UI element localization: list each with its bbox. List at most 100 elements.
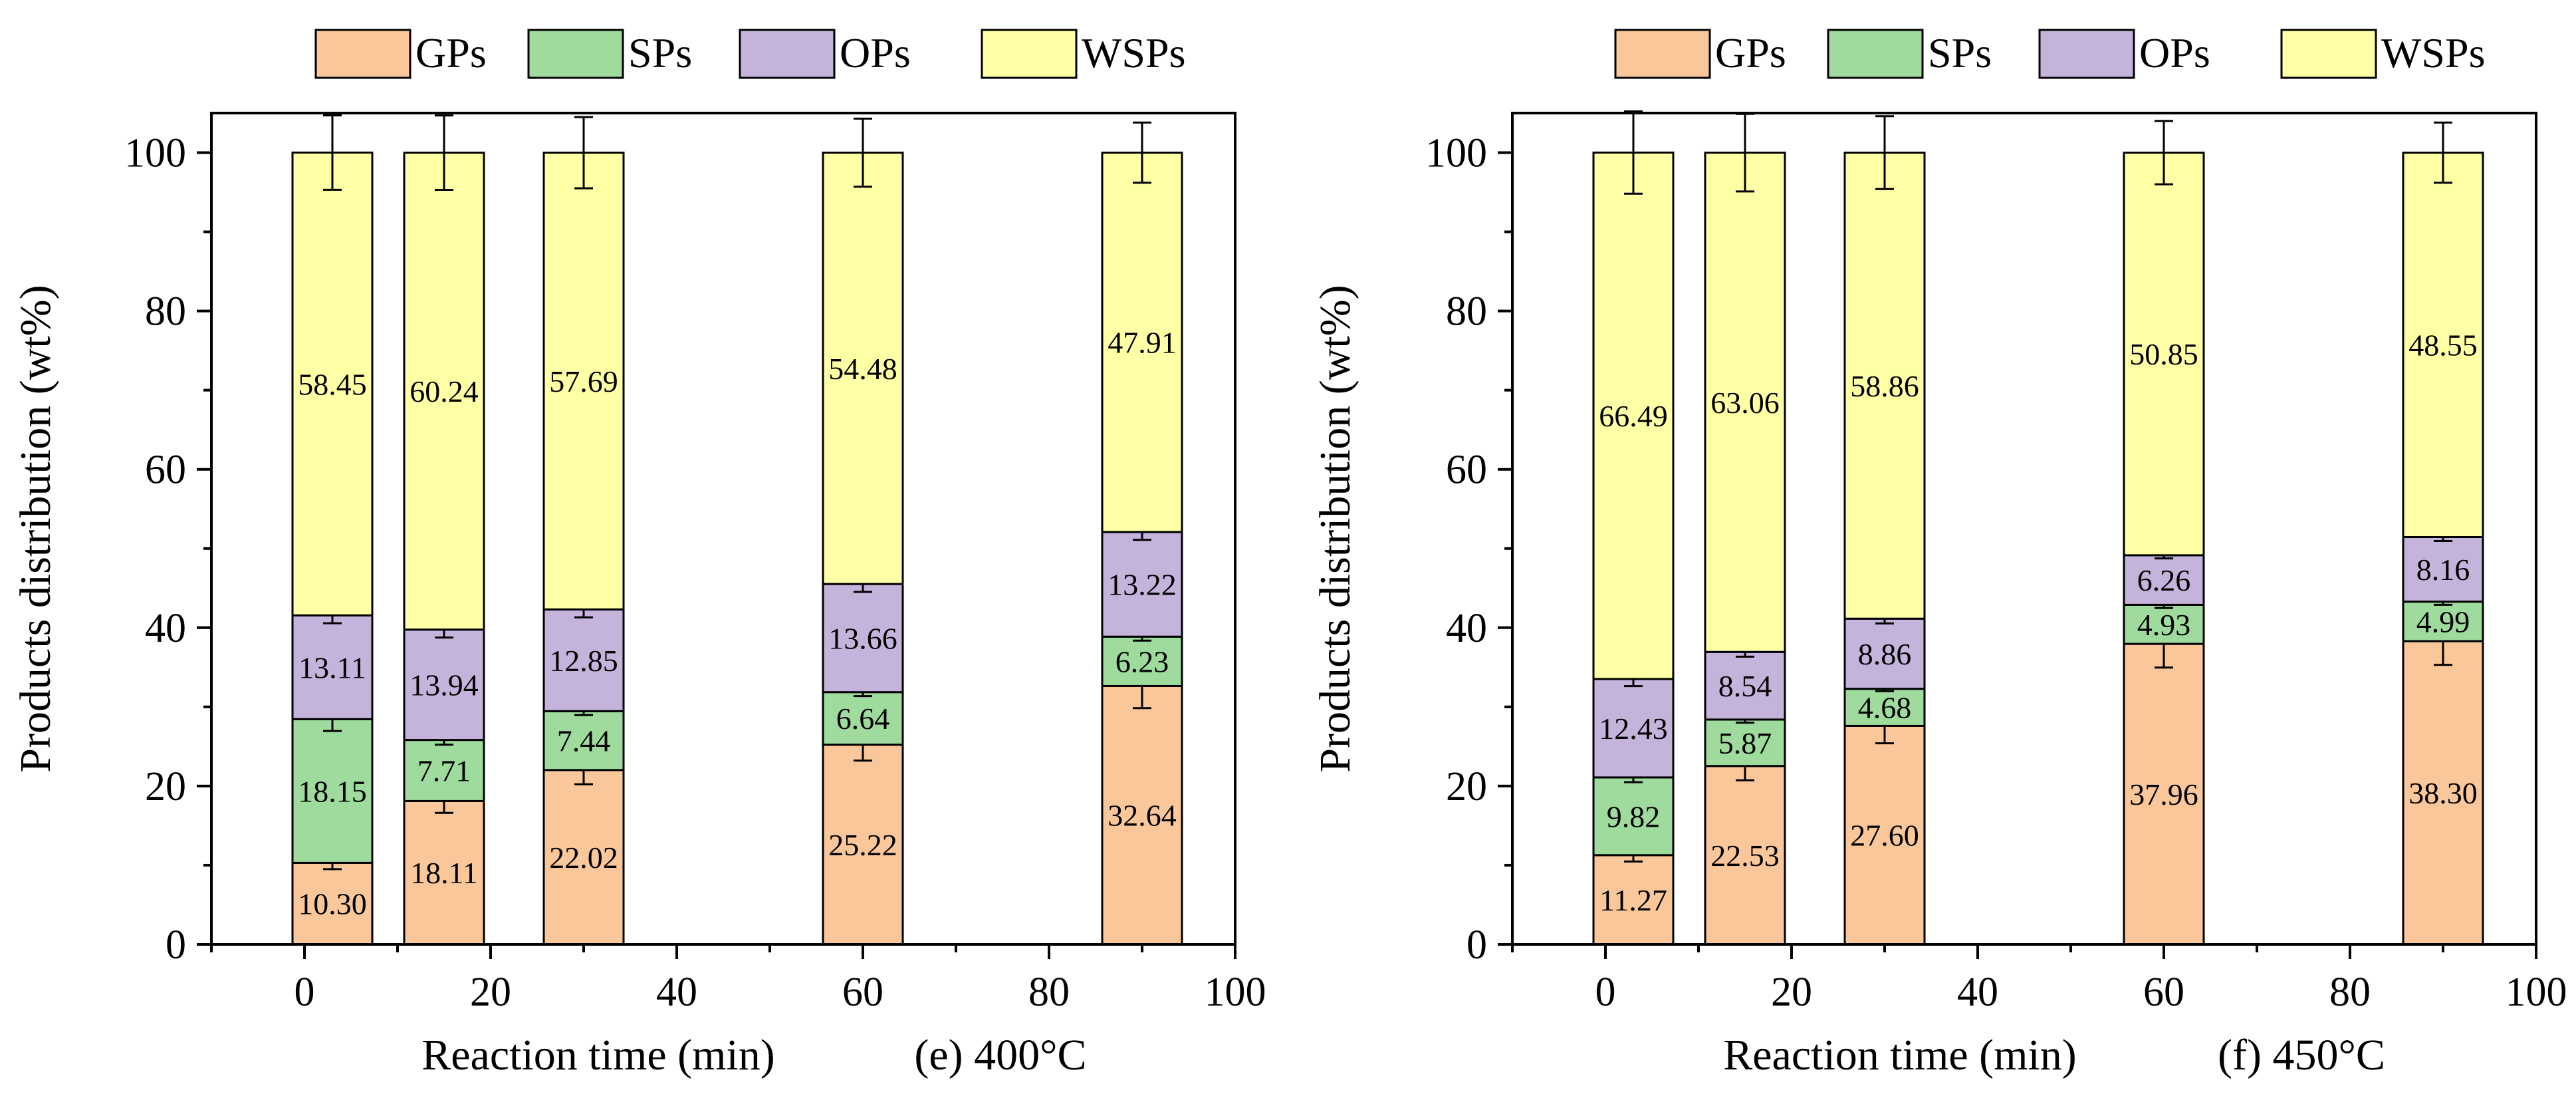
legend-label-sps: SPs — [628, 29, 692, 76]
data-label-wsps-t90: 47.91 — [1108, 326, 1177, 360]
data-label-gps-t15: 22.53 — [1710, 839, 1780, 873]
data-label-wsps-t15: 60.24 — [410, 374, 479, 408]
error-bar-wsps-t3 — [323, 114, 342, 191]
legend-swatch-ops — [739, 29, 836, 79]
data-label-wsps-t15: 63.06 — [1710, 386, 1780, 420]
y-tick-label-0: 0 — [166, 922, 186, 968]
legend-swatch-ops — [2038, 29, 2135, 79]
bar-sps-t15 — [403, 739, 485, 802]
data-label-wsps-t60: 50.85 — [2129, 337, 2198, 371]
bar-wsps-t3 — [1592, 151, 1675, 680]
error-bar-wsps-t15 — [435, 114, 453, 191]
bar-ops-t30 — [1843, 617, 1926, 690]
y-axis-title: Products distribution (wt%) — [11, 285, 60, 772]
x-tick-label-20: 20 — [470, 970, 511, 1015]
x-tick-label-80: 80 — [1028, 970, 1070, 1015]
bar-ops-t30 — [542, 608, 625, 712]
legend-swatch-sps — [1827, 29, 1924, 79]
data-label-ops-t15: 13.94 — [410, 668, 479, 702]
bar-gps-t90 — [1101, 684, 1183, 946]
bar-wsps-t30 — [1843, 152, 1926, 620]
data-label-gps-t3: 10.30 — [298, 887, 367, 921]
error-bar-wsps-t3 — [1624, 110, 1643, 195]
bar-gps-t90 — [2402, 640, 2484, 946]
error-bar-wsps-t90 — [2434, 121, 2452, 184]
data-label-sps-t90: 4.99 — [2416, 605, 2470, 638]
error-bar-wsps-t30 — [1875, 115, 1894, 190]
data-label-ops-t3: 13.11 — [298, 650, 366, 684]
panel-caption: (f) 450°C — [2218, 1031, 2385, 1079]
bar-gps-t3 — [1592, 854, 1675, 946]
data-label-sps-t3: 9.82 — [1607, 799, 1661, 833]
x-tick-label-20: 20 — [1771, 970, 1812, 1015]
panel-caption: (e) 400°C — [914, 1031, 1086, 1079]
legend-label-ops: OPs — [2139, 29, 2210, 76]
data-label-ops-t90: 13.22 — [1108, 568, 1177, 602]
data-label-gps-t30: 22.02 — [549, 841, 618, 875]
data-label-wsps-t3: 58.45 — [298, 367, 367, 401]
legend-swatch-sps — [527, 29, 624, 79]
x-tick-label-100: 100 — [1205, 970, 1266, 1015]
y-tick-label-40: 40 — [145, 606, 186, 651]
bar-wsps-t90 — [2402, 152, 2484, 538]
chart-panel-400c: GPs SPs OPs WSPs 10.30 18.15 13.11 58.45 18.11 7.… — [11, 29, 1266, 1079]
chart-panel-450c: GPs SPs OPs WSPs 11.27 9.82 12.43 66.49 22.53 5.8… — [1311, 29, 2567, 1079]
x-tick-label-40: 40 — [656, 970, 697, 1015]
data-label-wsps-t3: 66.49 — [1599, 399, 1668, 433]
plot-frame — [210, 112, 1236, 946]
x-tick-label-60: 60 — [842, 970, 883, 1015]
bar-ops-t15 — [403, 628, 485, 742]
data-label-gps-t30: 27.60 — [1850, 819, 1919, 853]
data-label-gps-t3: 11.27 — [1599, 883, 1667, 917]
data-label-wsps-t90: 48.55 — [2408, 329, 2478, 362]
data-label-gps-t60: 25.22 — [828, 828, 897, 862]
bar-wsps-t15 — [1704, 152, 1786, 653]
bar-wsps-t30 — [542, 152, 625, 611]
x-tick-label-0: 0 — [1595, 970, 1616, 1015]
data-label-gps-t15: 18.11 — [410, 856, 478, 890]
bar-sps-t30 — [542, 710, 625, 771]
y-tick-label-60: 60 — [145, 448, 186, 493]
legend-swatch-wsps — [981, 29, 1078, 79]
data-label-sps-t30: 4.68 — [1858, 691, 1912, 725]
x-tick-label-80: 80 — [2329, 970, 2371, 1015]
x-tick-label-60: 60 — [2143, 970, 2184, 1015]
x-tick-label-0: 0 — [294, 970, 315, 1015]
x-tick-label-40: 40 — [1957, 970, 1998, 1015]
error-bar-wsps-t30 — [574, 116, 593, 190]
y-tick-label-60: 60 — [1446, 448, 1487, 493]
data-label-gps-t90: 38.30 — [2408, 776, 2478, 810]
legend-label-gps: GPs — [415, 29, 487, 76]
data-label-ops-t30: 12.85 — [549, 644, 618, 678]
legend-label-wsps: WSPs — [1082, 29, 1186, 76]
bar-sps-t60 — [2123, 603, 2205, 645]
data-label-ops-t3: 12.43 — [1599, 712, 1668, 746]
data-label-sps-t60: 6.64 — [836, 702, 890, 736]
bar-gps-t3 — [291, 861, 374, 946]
bar-ops-t90 — [1101, 531, 1183, 638]
bar-wsps-t60 — [822, 152, 904, 585]
bar-wsps-t15 — [403, 152, 485, 631]
bar-sps-t15 — [1704, 718, 1786, 767]
data-label-sps-t30: 7.44 — [557, 724, 611, 758]
legend-label-ops: OPs — [840, 29, 911, 76]
data-label-ops-t60: 13.66 — [828, 621, 897, 655]
bar-gps-t60 — [2123, 642, 2205, 946]
x-axis-title: Reaction time (min) — [1723, 1031, 2077, 1079]
x-axis-title: Reaction time (min) — [421, 1031, 775, 1079]
y-tick-label-20: 20 — [1446, 764, 1487, 809]
bar-wsps-t90 — [1101, 152, 1183, 533]
plot-frame — [1511, 112, 2537, 946]
data-label-gps-t90: 32.64 — [1108, 799, 1177, 833]
legend-swatch-gps — [314, 29, 411, 79]
bar-ops-t3 — [1592, 678, 1675, 779]
data-label-wsps-t60: 54.48 — [828, 352, 897, 386]
legend-label-wsps: WSPs — [2381, 29, 2486, 76]
bar-wsps-t60 — [2123, 152, 2205, 557]
data-label-sps-t60: 4.93 — [2137, 608, 2191, 642]
data-label-sps-t15: 5.87 — [1718, 726, 1772, 760]
data-label-ops-t30: 8.86 — [1858, 637, 1912, 671]
data-label-gps-t60: 37.96 — [2129, 777, 2198, 811]
legend-swatch-gps — [1614, 29, 1711, 79]
